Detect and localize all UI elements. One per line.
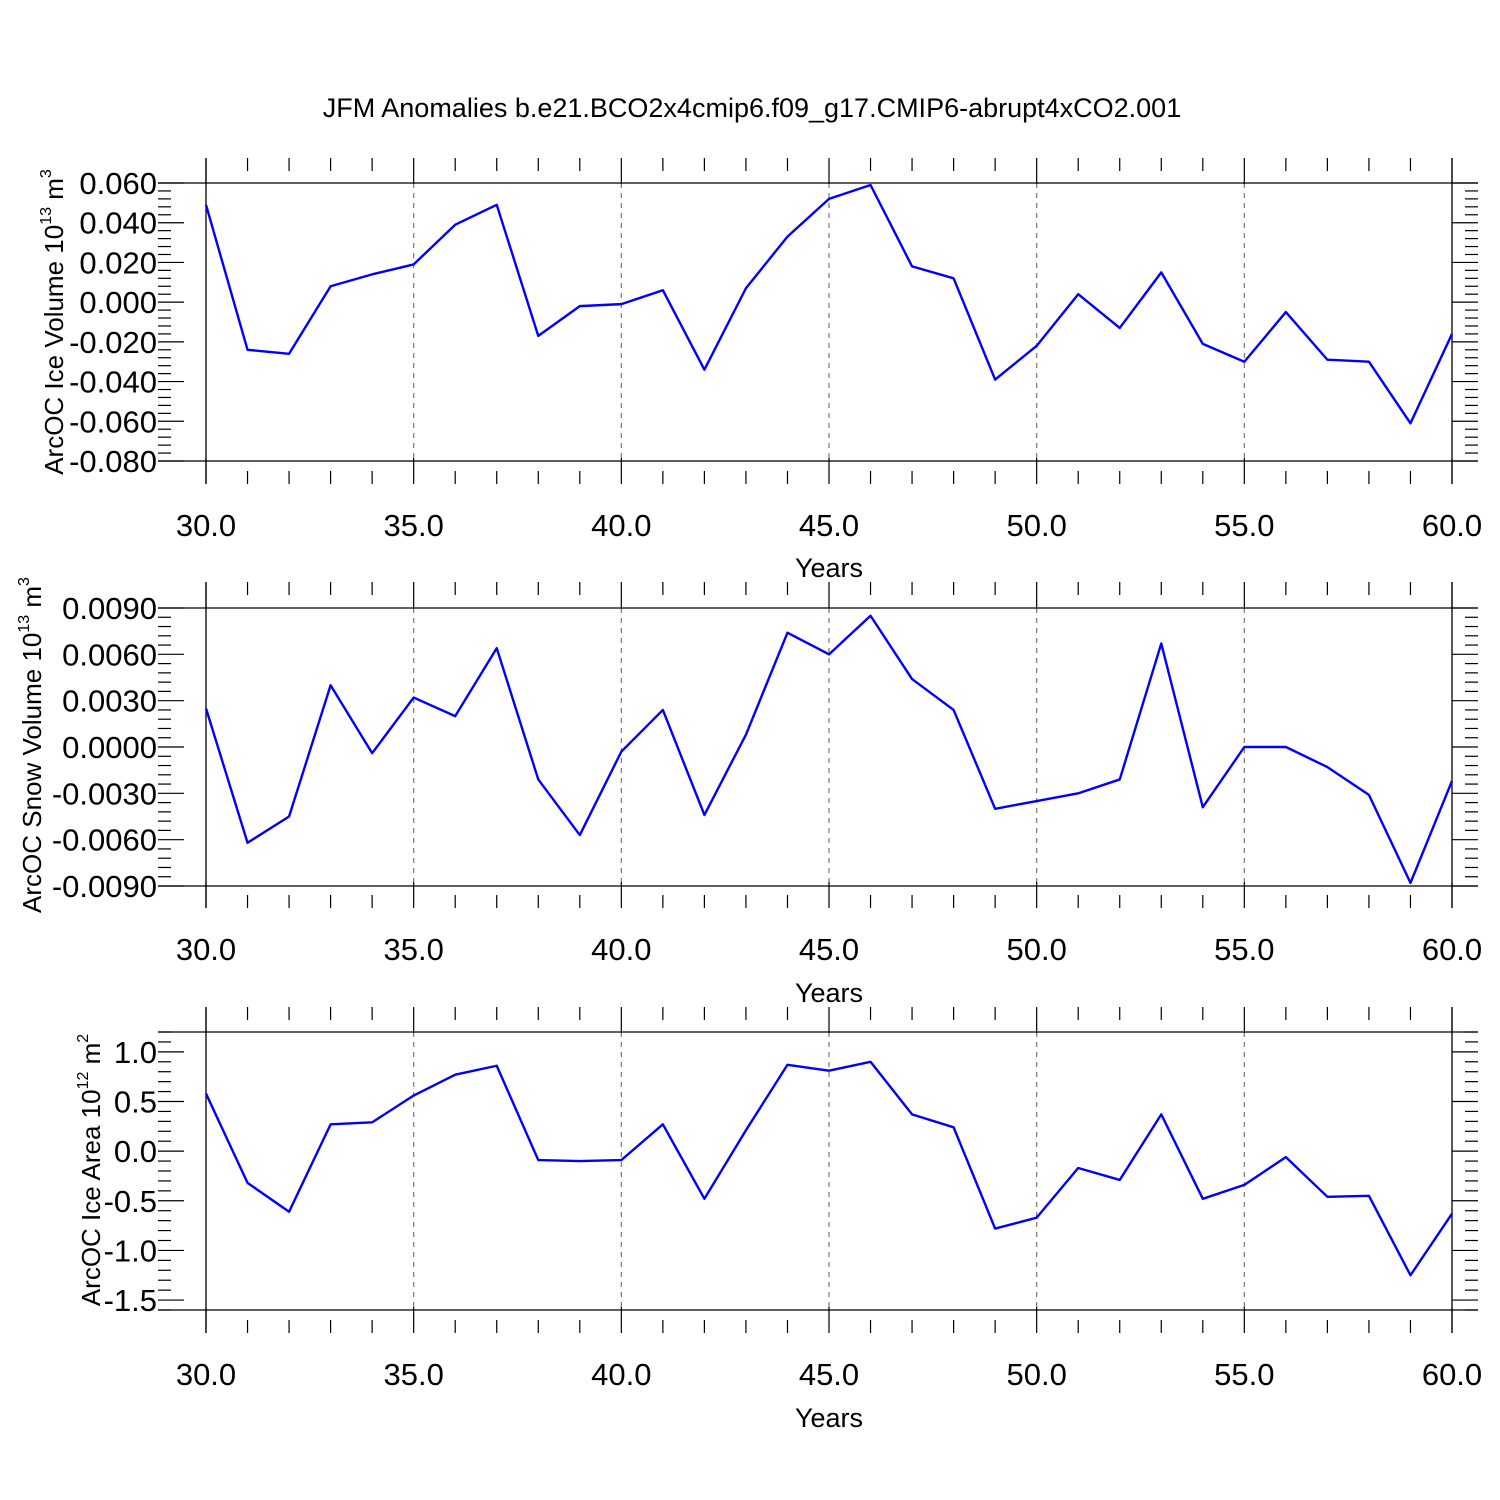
y-axis-label-exponent: 3 [38, 169, 55, 178]
x-tick-label: 45.0 [799, 508, 859, 543]
x-tick-label: 50.0 [1006, 932, 1066, 967]
y-tick-label: 0.020 [79, 245, 157, 280]
y-axis-label-part: m [76, 1043, 106, 1072]
x-tick-label: 60.0 [1422, 508, 1482, 543]
y-tick-label: -0.0090 [52, 869, 157, 904]
x-tick-label: 55.0 [1214, 1357, 1274, 1392]
y-tick-label: -1.5 [104, 1283, 157, 1318]
y-tick-label: -0.080 [69, 444, 157, 479]
y-axis-label-part: ArcOC Ice Area 10 [76, 1089, 106, 1306]
y-axis-label-exponent: 13 [16, 615, 33, 633]
y-tick-label: -0.0030 [52, 776, 157, 811]
y-axis-label-part: ArcOC Ice Volume 10 [39, 225, 69, 475]
x-tick-label: 35.0 [383, 508, 443, 543]
y-axis-label-part: m [39, 178, 69, 207]
y-tick-label: 0.0 [114, 1134, 157, 1169]
x-tick-label: 30.0 [176, 932, 236, 967]
y-axis-label: ArcOC Ice Volume 1013 m3 [38, 169, 69, 475]
y-tick-label: 0.000 [79, 285, 157, 320]
x-tick-label: 35.0 [383, 1357, 443, 1392]
y-tick-label: 0.0030 [62, 684, 157, 719]
series-line-1 [204, 183, 1454, 425]
y-axis-label-exponent: 3 [16, 577, 33, 586]
y-tick-label: 0.0060 [62, 637, 157, 672]
x-tick-label: 45.0 [799, 932, 859, 967]
x-tick-label: 50.0 [1006, 1357, 1066, 1392]
y-tick-label: 0.5 [114, 1085, 157, 1120]
x-tick-label: 30.0 [176, 1357, 236, 1392]
x-tick-label: 55.0 [1214, 932, 1274, 967]
series-line-1 [204, 1060, 1453, 1277]
y-tick-label: 0.060 [79, 166, 157, 201]
y-axis-label-exponent: 13 [38, 207, 55, 225]
y-tick-label: -0.0060 [52, 823, 157, 858]
x-tick-label: 60.0 [1422, 932, 1482, 967]
y-tick-label: 0.0090 [62, 591, 157, 626]
x-tick-label: 60.0 [1422, 1357, 1482, 1392]
chart-title: JFM Anomalies b.e21.BCO2x4cmip6.f09_g17.… [323, 93, 1181, 123]
y-axis-label: ArcOC Ice Area 1012 m2 [75, 1034, 106, 1306]
y-tick-label: -0.040 [69, 365, 157, 400]
y-tick-label: -0.060 [69, 404, 157, 439]
y-axis-label: ArcOC Snow Volume 1013 m3 [16, 577, 47, 913]
x-tick-label: 50.0 [1006, 508, 1066, 543]
y-axis-label-part: ArcOC Snow Volume 10 [17, 633, 47, 913]
y-tick-label: 0.0000 [62, 730, 157, 765]
series-line-1 [204, 614, 1454, 885]
chart-panel-2: 30.0 35.0 40.0 45.0 50.0 55.0 60.0 0.0090 0.0060… [16, 577, 1482, 1008]
y-axis-label-exponent: 12 [75, 1072, 92, 1090]
chart-panel-1: 30.0 35.0 40.0 45.0 50.0 55.0 60.0 0.060 0.040 0.… [38, 158, 1482, 583]
x-tick-label: 35.0 [383, 932, 443, 967]
x-axis-label: Years [795, 978, 863, 1008]
x-tick-label: 55.0 [1214, 508, 1274, 543]
x-tick-label: 40.0 [591, 932, 651, 967]
x-tick-label: 40.0 [591, 508, 651, 543]
y-tick-label: -0.020 [69, 325, 157, 360]
y-tick-label: 0.040 [79, 206, 157, 241]
y-tick-label: 1.0 [114, 1035, 157, 1070]
x-axis-label: Years [795, 1403, 863, 1433]
y-axis-label-exponent: 2 [75, 1034, 92, 1043]
x-axis-label: Years [795, 553, 863, 583]
x-tick-label: 40.0 [591, 1357, 651, 1392]
y-tick-label: -1.0 [104, 1233, 157, 1268]
y-axis-label-part: m [17, 586, 47, 615]
x-tick-label: 45.0 [799, 1357, 859, 1392]
x-tick-label: 30.0 [176, 508, 236, 543]
y-tick-label: -0.5 [104, 1184, 157, 1219]
chart-panel-3: 30.0 35.0 40.0 45.0 50.0 55.0 60.0 1.0 0.5 0.0 -0.… [75, 1007, 1482, 1433]
